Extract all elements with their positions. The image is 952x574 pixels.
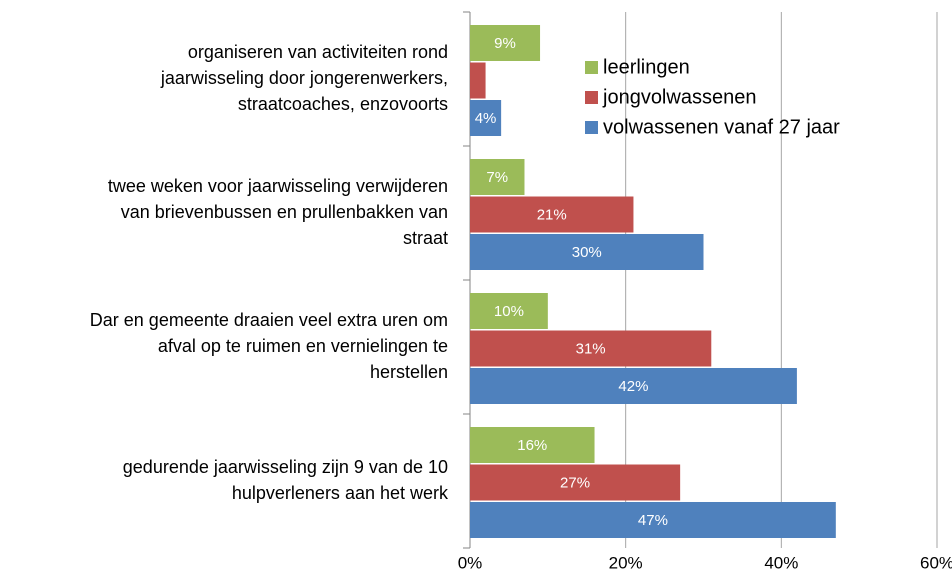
- category-label: straat: [403, 228, 448, 248]
- bar: [470, 502, 836, 538]
- category-label: organiseren van activiteiten rond: [188, 42, 448, 62]
- bar: [470, 464, 681, 501]
- value-label: 16%: [517, 437, 547, 454]
- category-label: herstellen: [370, 362, 448, 382]
- value-label: 10%: [494, 303, 524, 320]
- category-label: hulpverleners aan het werk: [232, 483, 449, 503]
- value-label: 47%: [638, 512, 668, 529]
- x-tick-label: 20%: [609, 553, 643, 572]
- legend-label: volwassenen vanaf 27 jaar: [603, 116, 840, 138]
- category-label: gedurende jaarwisseling zijn 9 van de 10: [123, 457, 448, 477]
- value-label: 9%: [494, 35, 516, 52]
- category-label: straatcoaches, enzovoorts: [238, 94, 448, 114]
- bar: [470, 196, 634, 233]
- x-tick-label: 40%: [764, 553, 798, 572]
- value-label: 31%: [576, 340, 606, 357]
- value-label: 21%: [537, 206, 567, 223]
- category-label: Dar en gemeente draaien veel extra uren …: [90, 310, 448, 330]
- bar: [470, 368, 797, 404]
- legend-label: leerlingen: [603, 56, 690, 78]
- bar: [470, 25, 541, 61]
- legend-swatch: [585, 91, 598, 104]
- x-tick-label: 0%: [458, 553, 483, 572]
- value-label: 42%: [618, 378, 648, 395]
- bar: [470, 293, 548, 329]
- bar: [470, 234, 704, 270]
- legend-label: jongvolwassenen: [602, 86, 756, 108]
- bar: [470, 159, 525, 195]
- category-label: twee weken voor jaarwisseling verwijdere…: [108, 176, 448, 196]
- bar: [470, 330, 712, 367]
- bar: [470, 427, 595, 463]
- bar: [470, 62, 486, 99]
- category-label: afval op te ruimen en vernielingen te: [158, 336, 448, 356]
- bar: [470, 100, 502, 136]
- category-label: jaarwisseling door jongerenwerkers,: [160, 68, 448, 88]
- category-label: van brievenbussen en prullenbakken van: [121, 202, 448, 222]
- value-label: 7%: [486, 169, 508, 186]
- legend-swatch: [585, 121, 598, 134]
- value-label: 4%: [475, 110, 497, 127]
- legend-swatch: [585, 61, 598, 74]
- value-label: 27%: [560, 474, 590, 491]
- value-label: 30%: [572, 244, 602, 261]
- x-tick-label: 60%: [920, 553, 952, 572]
